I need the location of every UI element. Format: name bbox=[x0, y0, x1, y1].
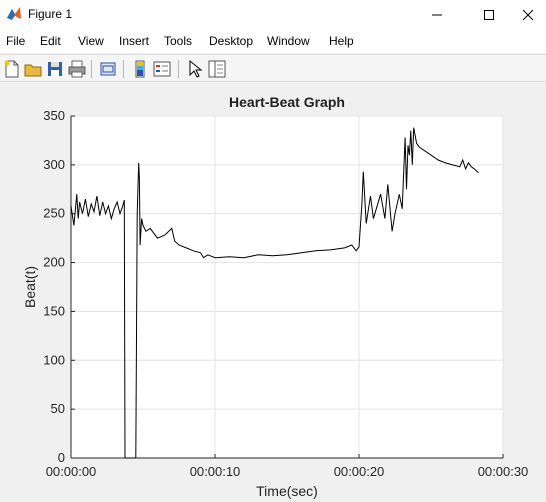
y-tick-label: 150 bbox=[43, 303, 65, 318]
matlab-icon bbox=[7, 7, 21, 20]
toolbar-separator bbox=[123, 60, 124, 78]
open-file-icon[interactable] bbox=[23, 59, 43, 79]
x-tick-label: 00:00:00 bbox=[46, 464, 97, 479]
menu-insert[interactable]: Insert bbox=[119, 34, 150, 48]
close-button[interactable] bbox=[510, 0, 546, 30]
y-tick-label: 50 bbox=[51, 401, 65, 416]
figure-toolbar bbox=[0, 54, 546, 82]
menu-tools[interactable]: Tools bbox=[164, 34, 193, 48]
y-tick-label: 200 bbox=[43, 255, 65, 270]
menu-edit[interactable]: Edit bbox=[40, 34, 61, 48]
y-axis-label: Beat(t) bbox=[22, 266, 38, 308]
y-tick-label: 300 bbox=[43, 157, 65, 172]
save-icon[interactable] bbox=[45, 59, 65, 79]
menu-window[interactable]: Window bbox=[267, 34, 310, 48]
link-plot-icon[interactable] bbox=[98, 59, 118, 79]
maximize-button[interactable] bbox=[466, 0, 512, 30]
series-line bbox=[70, 127, 479, 459]
window-title: Figure 1 bbox=[28, 7, 73, 21]
print-icon[interactable] bbox=[67, 59, 87, 79]
x-tick-label: 00:00:10 bbox=[190, 464, 241, 479]
close-icon bbox=[522, 9, 534, 21]
x-tick-label: 00:00:20 bbox=[334, 464, 385, 479]
y-tick-label: 350 bbox=[43, 108, 65, 123]
figure-canvas: 00:00:00 00:00:10 00:00:20 00:00:30 0 50 100 15… bbox=[0, 82, 546, 502]
legend-icon[interactable] bbox=[152, 59, 172, 79]
toolbar-separator bbox=[178, 60, 179, 78]
x-axis-label: Time(sec) bbox=[256, 483, 318, 499]
chart-title: Heart-Beat Graph bbox=[229, 94, 345, 110]
new-figure-icon[interactable] bbox=[2, 59, 22, 79]
minimize-icon bbox=[432, 14, 442, 16]
title-bar: Figure 1 bbox=[0, 0, 546, 30]
plot-tools-icon[interactable] bbox=[207, 59, 227, 79]
minimize-button[interactable] bbox=[414, 0, 460, 30]
menu-help[interactable]: Help bbox=[329, 34, 354, 48]
menu-view[interactable]: View bbox=[78, 34, 104, 48]
plot-area[interactable] bbox=[71, 116, 503, 458]
colorbar-icon[interactable] bbox=[130, 59, 150, 79]
y-tick-label: 250 bbox=[43, 206, 65, 221]
menu-bar: File Edit View Insert Tools Desktop Wind… bbox=[0, 30, 546, 53]
x-tick-label: 00:00:30 bbox=[478, 464, 529, 479]
y-tick-label: 0 bbox=[58, 450, 65, 465]
y-tick-label: 100 bbox=[43, 352, 65, 367]
maximize-icon bbox=[484, 10, 494, 20]
heart-beat-chart: 00:00:00 00:00:10 00:00:20 00:00:30 0 50 100 15… bbox=[22, 94, 529, 499]
menu-file[interactable]: File bbox=[6, 34, 26, 48]
menu-desktop[interactable]: Desktop bbox=[209, 34, 254, 48]
toolbar-separator bbox=[91, 60, 92, 78]
pointer-icon[interactable] bbox=[185, 59, 205, 79]
